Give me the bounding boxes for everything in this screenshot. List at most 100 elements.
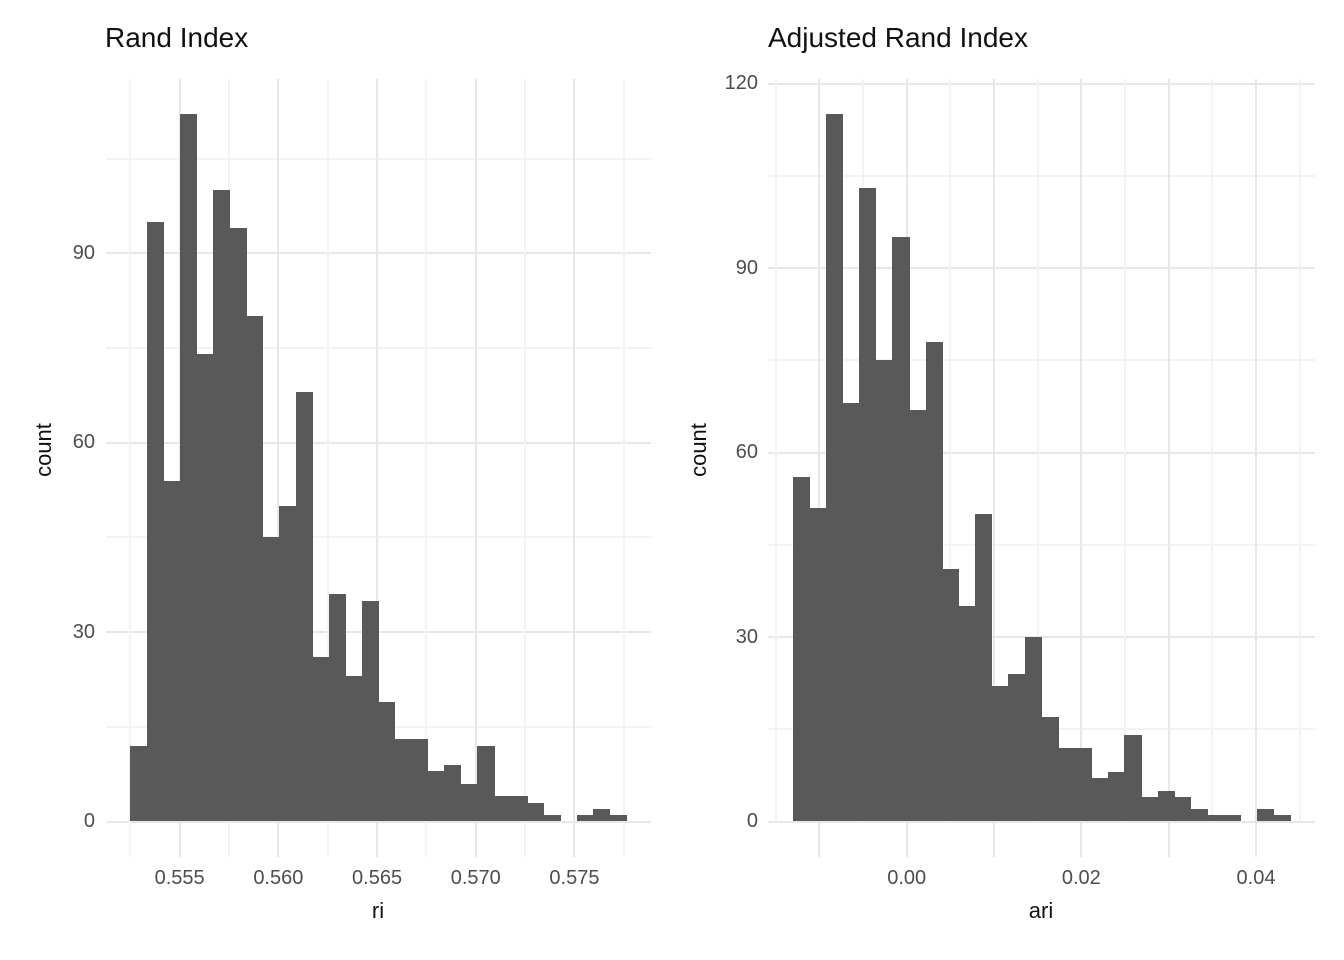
y-tick-label: 90 [735,256,758,279]
histogram-bar [958,606,976,822]
x-tick-label: 0.570 [450,867,501,889]
histogram-bar [925,341,943,822]
gridline-y-minor [768,359,1315,362]
y-tick-label: 30 [735,625,758,648]
gridline-y-minor [768,174,1315,177]
histogram-bar [477,745,495,822]
histogram-bar [527,802,545,822]
x-tick-label: 0.565 [352,867,403,889]
histogram-bar [279,505,297,822]
histogram-bar [493,796,512,822]
gridline-x-minor [1298,79,1301,822]
histogram-bar [875,360,893,822]
gridline-x-major [993,79,996,857]
histogram-bar [1174,796,1192,822]
y-tick-label: 90 [72,241,95,264]
histogram-bar [262,537,280,822]
y-tick-label: 60 [72,431,95,454]
gridline-x-minor [622,79,625,857]
histogram-bar [146,221,164,822]
gridline-y-major [768,82,1315,85]
histogram-bar [593,808,611,822]
histogram-bar [1024,637,1043,822]
gridline-x-minor [1124,79,1127,822]
gridline-y-major [105,820,651,823]
histogram-bar [609,815,627,822]
y-tick-label: 0 [83,810,95,832]
gridline-y-major [105,441,651,444]
gridline-x-minor [949,79,952,822]
histogram-bar [859,188,877,822]
histogram-bar [460,783,479,822]
x-tick-label: 0.02 [1061,867,1101,889]
y-tick-label: 120 [724,72,758,95]
histogram-bar [229,228,247,822]
histogram-bar [793,477,811,822]
y-tick-label: 60 [735,441,758,464]
gridline-y-major [768,820,1315,823]
gridline-y-minor [105,347,651,350]
gridline-x-major [1255,79,1257,857]
histogram-bar [394,739,412,822]
x-tick-label: 0.575 [549,867,600,889]
gridline-x-major [1080,79,1083,857]
histogram-bar [809,507,827,822]
gridline-x-minor [129,79,132,857]
gridline-x-minor [774,79,777,822]
histogram-bar [246,316,264,822]
x-tick-label: 0.555 [154,867,205,889]
x-tick-label: 0.560 [253,867,304,889]
x-tick-label: 0.04 [1236,867,1276,889]
histogram-bar [345,676,363,822]
x-axis-title-ri: ri [371,898,385,923]
gridline-x-minor [524,79,527,857]
histogram-bar [1207,815,1225,822]
gridline-x-major [474,79,477,857]
gridline-y-minor [105,157,651,160]
histogram-bar [942,569,960,822]
histogram-bar [328,594,346,822]
histogram-bar [1091,778,1109,822]
gridline-y-minor [768,543,1315,546]
histogram-bar [361,600,379,822]
histogram-bar [1058,747,1076,822]
x-tick-label: 0.00 [887,867,927,889]
histogram-bar [212,190,231,822]
histogram-bar [130,745,148,822]
y-tick-label: 30 [72,620,95,643]
gridline-x-major [277,79,280,857]
histogram-bar [1074,747,1092,822]
histogram-bar [543,815,561,822]
histogram-bar [378,701,396,822]
x-axis-title-ari: ari [1028,898,1054,923]
histogram-bar [842,403,860,822]
histogram-bar [1107,772,1125,822]
histogram-bar [1008,673,1026,822]
plot-title-adjusted-rand-index: Adjusted Rand Index [768,22,1028,53]
histogram-bar [295,392,313,822]
histogram-bar [196,354,214,822]
gridline-x-major [1167,79,1170,857]
histogram-bar [826,114,844,822]
gridline-y-major [768,451,1315,454]
histogram-bar [427,770,445,822]
gridline-x-minor [326,79,329,857]
histogram-bar [1256,809,1275,822]
histogram-bar [163,480,181,822]
histogram-bar [892,237,910,822]
histogram-bar [1157,790,1175,822]
gridline-x-minor [425,79,428,857]
histogram-bar [991,686,1009,822]
gridline-x-major [178,79,181,857]
histogram-bar [1124,735,1142,822]
histogram-bar [179,114,197,822]
histogram-bar [411,739,429,822]
gridline-x-major [376,79,379,857]
histogram-bar [1041,716,1059,822]
gridline-x-minor [1211,79,1214,822]
y-tick-label: 0 [746,810,758,832]
histogram-bar [1190,809,1208,822]
gridline-x-major [818,79,821,857]
histogram-bar [1140,796,1159,822]
